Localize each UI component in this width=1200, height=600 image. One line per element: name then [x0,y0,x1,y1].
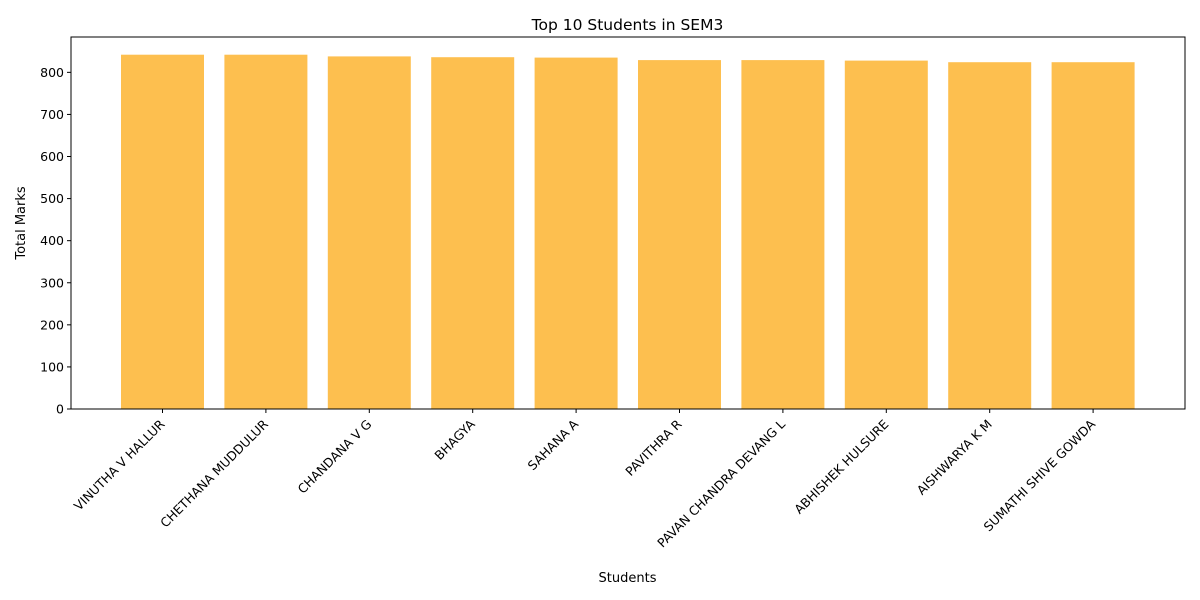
chart-title: Top 10 Students in SEM3 [531,16,724,34]
y-tick-label-500: 500 [40,191,64,206]
y-tick-label-100: 100 [40,359,64,374]
bar-8 [844,60,928,409]
x-tick-label-10: SUMATHI SHIVE GOWDA [981,416,1099,534]
bar-9 [948,62,1032,409]
y-axis: 0 100 200 300 400 500 600 700 800 [40,65,71,417]
x-tick-label-2: CHETHANA MUDDULUR [157,416,271,530]
bar-5 [534,57,618,409]
y-tick-label-200: 200 [40,317,64,332]
x-tick-label-3: CHANDANA V G [294,417,374,497]
y-tick-label-300: 300 [40,275,64,290]
x-tick-label-9: AISHWARYA K M [914,417,995,498]
bar-7 [741,60,825,409]
bar-4 [431,57,515,409]
bar-1 [121,54,204,409]
y-axis-label: Total Marks [14,186,29,261]
x-axis-label: Students [599,571,657,586]
x-tick-label-1: VINUTHA V HALLUR [71,416,168,513]
bar-6 [638,60,721,409]
y-tick-label-700: 700 [40,107,64,122]
bars-group [121,54,1135,410]
plot-frame [70,36,1186,410]
x-tick-label-5: SAHANA A [525,416,582,473]
bar-3 [327,56,411,410]
y-tick-label-0: 0 [56,402,64,417]
bar-10 [1051,62,1135,409]
x-tick-label-6: PAVITHRA R [622,416,685,479]
bar-2 [224,54,308,409]
y-tick-label-400: 400 [40,233,64,248]
y-tick-label-800: 800 [40,65,64,80]
y-tick-label-600: 600 [40,149,64,164]
x-tick-label-4: BHAGYA [431,416,478,463]
x-tick-label-8: ABHISHEK HULSURE [791,416,891,516]
